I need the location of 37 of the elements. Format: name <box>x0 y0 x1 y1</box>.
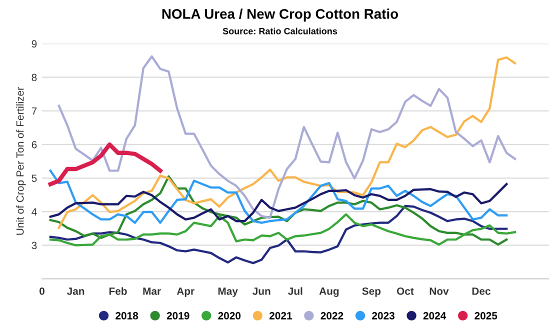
legend-label: 2024 <box>423 312 446 320</box>
legend-label: 2025 <box>474 312 498 320</box>
x-tick-label: Sep <box>362 287 381 297</box>
x-tick-label: Jan <box>66 288 84 295</box>
y-tick-label: 6 <box>32 140 37 148</box>
y-tick-label: 5 <box>32 174 37 182</box>
line-series <box>49 183 508 222</box>
x-tick-label: Feb <box>109 287 127 295</box>
legend-label: 2019 <box>166 312 190 320</box>
x-tick-label: Jun <box>252 288 270 295</box>
x-tick-label: Aug <box>319 288 339 297</box>
legend-label: 2020 <box>218 312 241 320</box>
legend-label: 2018 <box>116 312 138 320</box>
y-tick-label: 7 <box>32 107 37 115</box>
x-tick-label: Mar <box>143 288 161 295</box>
y-tick-label: 4 <box>32 208 37 216</box>
x-tick-label: Apr <box>176 288 194 297</box>
x-tick-label: Oct <box>396 287 414 295</box>
line-series <box>49 213 516 246</box>
y-tick-label: 3 <box>32 242 37 250</box>
legend-label: 2021 <box>269 312 292 320</box>
line-series <box>49 204 508 264</box>
line-series <box>49 175 508 246</box>
x-tick-label: Dec <box>472 288 490 295</box>
line-series <box>48 142 162 186</box>
chart-title: NOLA Urea / New Crop Cotton Ratio <box>162 8 398 22</box>
x-tick-label: 0 <box>40 287 44 295</box>
x-tick-label: Nov <box>430 288 449 295</box>
legend-label: 2023 <box>372 312 394 320</box>
chart-subtitle: Source: Ratio Calculations <box>222 28 338 34</box>
y-tick-label: 9 <box>32 40 37 48</box>
y-tick-label: 8 <box>32 74 37 82</box>
y-axis-title: Unit of Crop Per Ton of Fertilizer <box>16 87 26 235</box>
line-series <box>49 170 508 224</box>
x-tick-label: Jul <box>288 287 302 295</box>
x-tick-label: May <box>218 288 238 297</box>
legend-label: 2022 <box>320 312 344 320</box>
